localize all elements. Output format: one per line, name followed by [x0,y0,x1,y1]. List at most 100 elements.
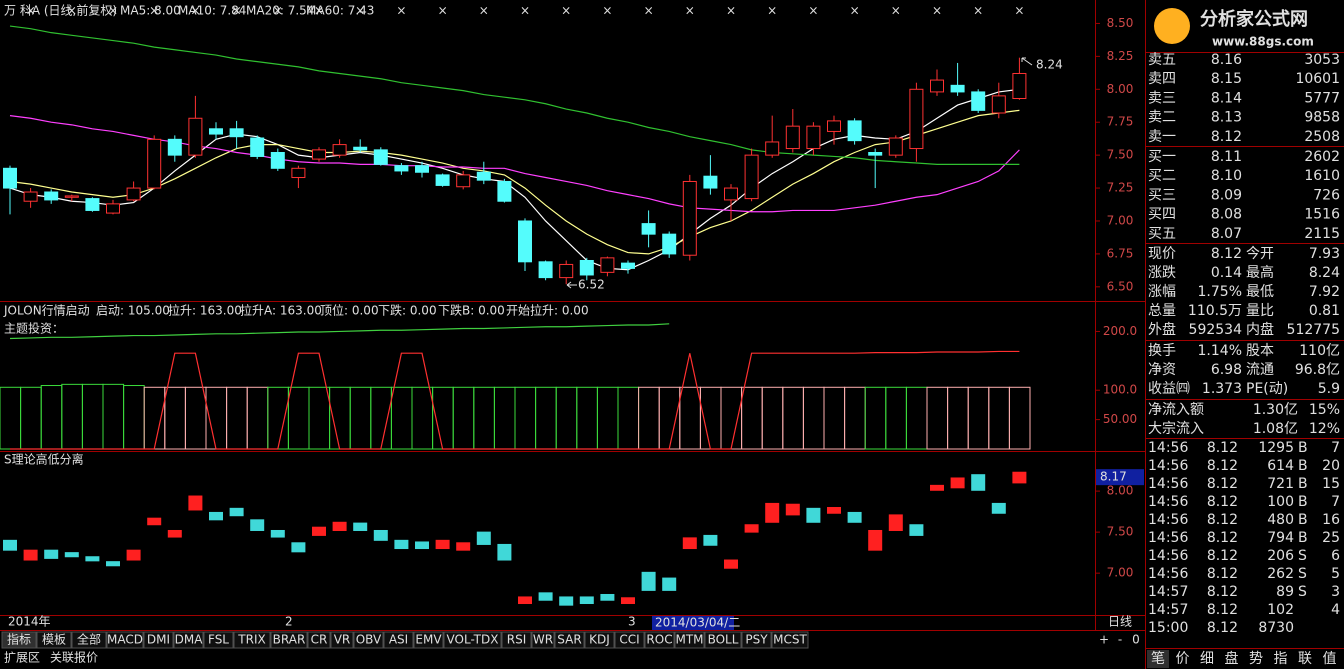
tab[interactable] [270,631,308,649]
tab[interactable] [614,631,645,649]
tab[interactable] [531,631,555,649]
tab[interactable] [143,631,174,649]
tab-label[interactable]: 指标 [7,632,31,647]
candle-body [332,521,347,531]
tab-label[interactable]: VR [334,633,351,647]
tab-label[interactable]: ROC [646,633,672,647]
stat-cell: 内盘 [1246,321,1274,338]
candle-body [559,263,574,279]
tab[interactable] [173,631,204,649]
signal-marker: × [232,4,242,18]
tab-label[interactable]: MCST [773,633,807,647]
logo-icon [1154,8,1190,44]
signal-marker: × [891,4,901,18]
tab-label[interactable]: TRIX [237,633,265,647]
tab[interactable] [1,631,37,649]
tab-label[interactable]: SAR [557,633,581,647]
tab-label[interactable]: 全部 [77,632,101,647]
tab-label[interactable]: DMI [147,633,170,647]
tab-label[interactable]: PSY [745,633,768,647]
trade-cell: 8.12 [1207,458,1238,474]
tab[interactable] [501,631,532,649]
tab-label[interactable]: CCI [619,633,639,647]
legend-item: 下跌: 0.00 [378,303,437,318]
candle-body [868,152,883,156]
book-price: 8.09 [1211,187,1242,203]
footer-tab[interactable]: 关联报价 [50,650,98,665]
tab-control[interactable]: - [1118,633,1122,647]
tab[interactable] [36,631,72,649]
tab[interactable] [71,631,107,649]
tab-label[interactable]: MACD [107,633,143,647]
candle-body [600,593,615,601]
tab-label[interactable]: OBV [356,633,382,647]
tab-label[interactable]: EMV [415,633,442,647]
candle-body [476,531,491,545]
tab[interactable] [771,631,809,649]
tab[interactable] [443,631,502,649]
stat-cell: 总量 [1148,303,1176,319]
tab[interactable] [584,631,615,649]
trade-cell: 7 [1331,494,1340,510]
trade-cell: 3 [1331,584,1340,600]
tab-label[interactable]: ASI [389,633,408,647]
y-tick-label: 6.75 [1107,246,1134,260]
tab-label[interactable]: CR [311,633,328,647]
tab-label[interactable]: BOLL [708,633,739,647]
book-price: 8.10 [1211,168,1242,184]
trade-cell: S [1298,584,1307,600]
tab-label[interactable]: RSI [507,633,527,647]
legend-item: 拉升: 163.00 [168,303,242,318]
tab-label[interactable]: VOL-TDX [447,633,499,647]
signal-marker: × [149,4,159,18]
tab[interactable] [741,631,772,649]
candle-body [312,149,326,160]
trade-cell: 794 [1267,530,1294,546]
tab-label[interactable]: 模板 [42,633,66,647]
book-volume: 10601 [1295,71,1340,87]
side-tab[interactable]: 值 [1323,651,1337,667]
side-tab[interactable]: 联 [1298,651,1312,667]
tab[interactable] [674,631,705,649]
tab[interactable] [233,631,271,649]
tab-label[interactable]: MTM [675,633,703,647]
stat-cell: 现价 [1148,246,1176,262]
tab[interactable] [106,631,144,649]
side-tab[interactable]: 指 [1274,651,1288,667]
side-tab[interactable]: 细 [1200,651,1214,667]
stat-cell: 0.14 [1211,265,1242,281]
footer-tab[interactable]: 扩展区 [4,651,40,665]
trade-cell: 14:56 [1148,458,1188,474]
side-tab[interactable]: 价 [1176,651,1190,667]
tab-label[interactable]: WR [533,633,553,647]
tab[interactable] [644,631,675,649]
candle-body [991,502,1006,514]
tab[interactable] [330,631,354,649]
trade-cell: 20 [1322,458,1340,474]
candle-body [188,495,203,511]
candle-body [394,165,409,172]
time-label: 2014年 [8,615,51,629]
side-tab[interactable]: 笔 [1151,651,1165,667]
tab[interactable] [413,631,444,649]
tab[interactable] [307,631,331,649]
trade-cell: 5 [1331,566,1340,582]
tab-label[interactable]: DMA [175,633,204,647]
y-tick-label: 8.25 [1107,49,1134,63]
tab[interactable] [203,631,234,649]
stat-cell: 涨跌 [1148,265,1176,281]
tab-label[interactable]: FSL [208,633,229,647]
candle-body [621,597,635,605]
stat-cell: 外盘 [1148,321,1176,338]
tab[interactable] [353,631,384,649]
tab[interactable] [704,631,742,649]
side-tab[interactable]: 势 [1249,651,1263,667]
tab[interactable] [554,631,585,649]
ma-line [9,109,1020,255]
tab-control[interactable]: + [1099,633,1109,647]
tab-label[interactable]: BRAR [273,633,306,647]
tab-control[interactable]: 0 [1132,633,1140,647]
side-tab[interactable]: 盘 [1225,650,1239,667]
tab[interactable] [383,631,414,649]
tab-label[interactable]: KDJ [589,633,610,647]
